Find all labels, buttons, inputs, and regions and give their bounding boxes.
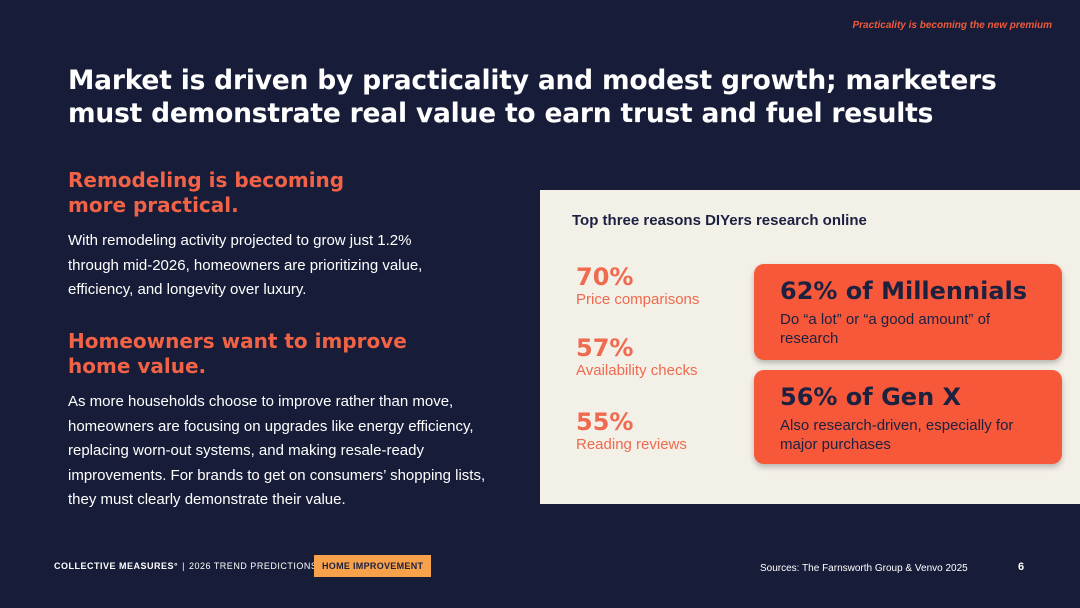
page-number: 6: [1018, 561, 1025, 573]
stat-percent: 57%: [576, 334, 634, 362]
card-title: 62% of Millennials: [780, 277, 1028, 305]
panel-title: Top three reasons DIYers research online: [572, 212, 867, 229]
card-title: 56% of Gen X: [780, 383, 962, 411]
section-body-home-value: As more households choose to improve rat…: [68, 393, 486, 508]
card-subtitle: Also research-driven, especially for maj…: [780, 417, 1014, 453]
footer-series: 2026 TREND PREDICTIONS: [188, 561, 318, 571]
section-heading-remodeling: Remodeling is becoming more practical.: [68, 168, 345, 217]
card-subtitle: Do “a lot” or “a good amount” of researc…: [780, 311, 991, 347]
stat-price-comparisons: 70% Price comparisons: [576, 263, 699, 309]
stat-reading-reviews: 55% Reading reviews: [576, 408, 687, 454]
footer-brand: COLLECTIVE MEASURES° | 2026 TREND PREDIC…: [54, 561, 317, 571]
slide-tagline: Practicality is becoming the new premium: [852, 20, 1052, 31]
brand-logo-text: COLLECTIVE MEASURES°: [54, 561, 179, 571]
stat-percent: 55%: [576, 408, 634, 436]
stat-percent: 70%: [576, 263, 634, 291]
stat-availability-checks: 57% Availability checks: [576, 334, 697, 380]
research-stats-panel: Top three reasons DIYers research online…: [540, 190, 1080, 504]
stat-label: Availability checks: [576, 362, 698, 379]
category-tag: HOME IMPROVEMENT: [314, 555, 432, 577]
footer-source: Sources: The Farnsworth Group & Venvo 20…: [760, 563, 968, 574]
card-gen-x: 56% of Gen X Also research-driven, espec…: [754, 370, 1062, 464]
section-heading-home-value: Homeowners want to improve home value.: [68, 329, 407, 378]
footer-separator: |: [182, 561, 185, 571]
stat-label: Price comparisons: [576, 291, 700, 308]
slide-headline: Market is driven by practicality and mod…: [68, 65, 997, 129]
stat-label: Reading reviews: [576, 436, 687, 453]
section-body-remodeling: With remodeling activity projected to gr…: [68, 232, 423, 298]
card-millennials: 62% of Millennials Do “a lot” or “a good…: [754, 264, 1062, 360]
